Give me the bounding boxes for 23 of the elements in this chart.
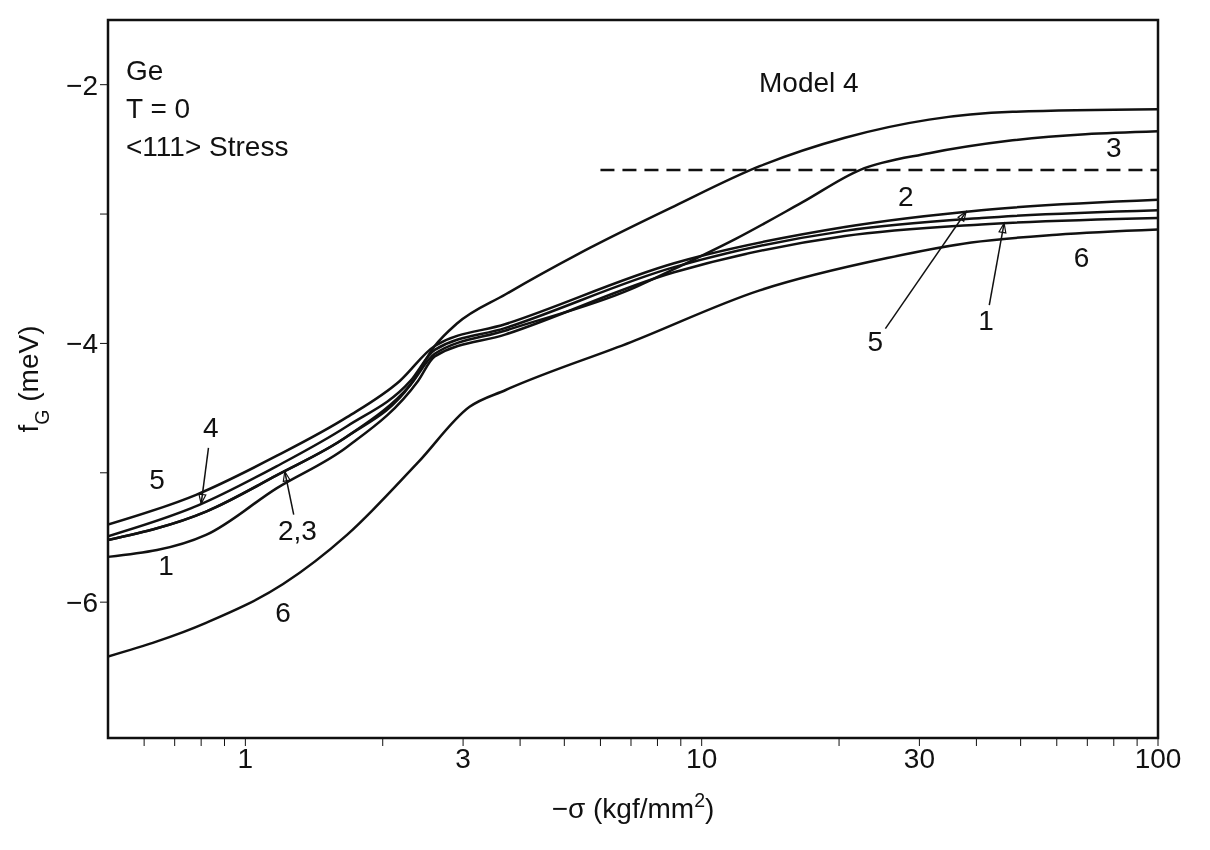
annotation: 1	[978, 305, 994, 337]
annotation: 6	[275, 597, 291, 629]
y-tick-label: −6	[66, 587, 98, 619]
x-axis-title: −σ (kgf/mm$^{2}$)	[551, 789, 715, 824]
x-tick-label: 30	[903, 742, 935, 774]
x-tick-label: 3	[455, 742, 471, 774]
x-tick-label: 10	[686, 742, 718, 774]
annotation: 4	[203, 412, 219, 444]
annotation: 1	[158, 549, 174, 581]
annotation: 5	[149, 464, 165, 496]
annotation: Model 4	[759, 67, 859, 98]
x-tick-label: 1	[237, 742, 254, 774]
annotation: 6	[1073, 241, 1090, 273]
annotation: 5	[867, 325, 883, 357]
annotation: 2	[897, 180, 914, 212]
y-tick-label: −2	[66, 69, 98, 101]
annotation: <111> Stress	[126, 131, 289, 162]
annotation: 2,3	[277, 514, 317, 546]
annotation: T = 0	[126, 93, 191, 124]
y-tick-label: −4	[66, 328, 98, 360]
x-tick-label: 100	[1134, 742, 1182, 774]
annotation: 3	[1105, 131, 1122, 163]
annotation: Ge	[126, 55, 164, 86]
